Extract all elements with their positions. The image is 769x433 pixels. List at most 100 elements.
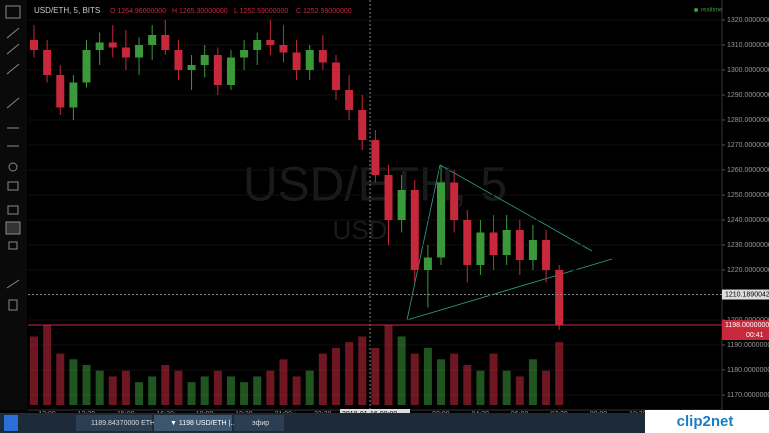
candle-body <box>423 257 432 270</box>
candle-body <box>135 45 144 58</box>
tool-zoom[interactable] <box>8 162 18 172</box>
volume-bar <box>305 370 314 405</box>
logo: clip2net <box>677 413 734 430</box>
candle-body <box>174 50 183 70</box>
realtime-dot <box>694 8 698 12</box>
tool-brush[interactable] <box>6 63 20 75</box>
tool-draw-mode[interactable] <box>5 221 21 235</box>
symbol-title: USD/ETH, 5, BITS <box>34 6 100 15</box>
plot: 1170.00000000 1180.00000000 1190.00000000 1… <box>28 17 769 418</box>
volume-bar <box>56 353 65 405</box>
ohlc-open: O 1264.96000000 <box>110 8 166 15</box>
tool-remove[interactable] <box>6 279 20 289</box>
volume-bar <box>437 359 446 405</box>
candle-body <box>528 240 537 260</box>
candle-body <box>318 50 327 63</box>
volume-bar <box>371 347 380 405</box>
toolbar-icons[interactable] <box>5 5 21 311</box>
y-tick-label: 1320.00000000 <box>727 17 769 24</box>
volume-bar <box>318 353 327 405</box>
candle-body <box>542 240 551 270</box>
candle-body <box>358 110 367 140</box>
last-price-box <box>722 320 769 340</box>
candle-body <box>476 232 485 265</box>
volume-bar <box>213 370 222 405</box>
y-tick-label: 1290.00000000 <box>727 92 769 99</box>
y-tick-label: 1190.00000000 <box>727 342 769 349</box>
tool-trash[interactable] <box>8 299 18 311</box>
taskbar-item-label: ▼ 1198 USD/ETH |... <box>170 420 236 427</box>
candle-body <box>502 230 511 255</box>
y-tick-label: 1250.00000000 <box>727 192 769 199</box>
candle-body <box>56 75 65 108</box>
tool-bars[interactable] <box>7 181 19 191</box>
candle-body <box>240 50 249 58</box>
candle-body <box>121 47 130 58</box>
volume-bar <box>30 336 38 405</box>
volume-bar <box>148 376 157 405</box>
y-tick-label: 1240.00000000 <box>727 217 769 224</box>
trend-line-upper <box>439 164 593 252</box>
taskbar-item[interactable] <box>76 415 152 431</box>
volume-bar <box>397 336 406 405</box>
volume-bar <box>476 370 485 405</box>
volume-bar <box>279 359 288 405</box>
candle-body <box>397 190 406 220</box>
candle-body <box>463 220 472 265</box>
y-tick-label: 1270.00000000 <box>727 142 769 149</box>
tool-fib[interactable] <box>6 43 20 55</box>
y-tick-label: 1220.00000000 <box>727 267 769 274</box>
candle-body <box>384 175 393 220</box>
volume-bar <box>555 342 564 405</box>
start-button[interactable] <box>4 415 18 431</box>
candle-body <box>82 50 91 83</box>
volume-bar <box>43 325 52 405</box>
volume-bar <box>253 376 262 405</box>
last-price-label: 1198.00000000 <box>725 322 769 329</box>
volume-bar <box>542 370 551 405</box>
candle-body <box>148 35 157 45</box>
volume-bar <box>292 376 301 405</box>
taskbar-item[interactable] <box>154 415 232 431</box>
tool-line[interactable] <box>6 27 20 39</box>
candle-body <box>450 182 459 220</box>
volume-bar <box>108 376 117 405</box>
volume-bar <box>358 336 367 405</box>
volume-bar <box>450 353 459 405</box>
tool-lock[interactable] <box>8 241 18 250</box>
volume-bar <box>161 365 170 405</box>
volume-bar <box>345 342 354 405</box>
volume-bar <box>331 347 340 405</box>
volume-bar <box>423 347 432 405</box>
candle-body <box>30 40 38 50</box>
ohlc-high: H 1265.30000000 <box>172 8 228 15</box>
crosshair-price-box <box>722 289 769 300</box>
tool-magnet[interactable] <box>7 205 19 215</box>
volume-bar <box>135 382 144 405</box>
tool-cursor[interactable] <box>5 5 21 19</box>
tool-pattern[interactable] <box>6 97 20 109</box>
candle-body <box>555 270 564 325</box>
volume-bar <box>384 325 393 405</box>
taskbar-item-label: 1189.84370000 ETH... <box>91 420 161 427</box>
volume-bar <box>410 353 419 405</box>
crosshair-price-label: 1210.18900421 <box>725 291 769 298</box>
volume-bar <box>121 370 130 405</box>
candle-body <box>371 140 380 175</box>
volume-bar <box>226 376 235 405</box>
watermark-sub: USD <box>333 215 388 245</box>
candle-body <box>161 35 170 50</box>
y-tick-label: 1300.00000000 <box>727 67 769 74</box>
candle-body <box>95 42 104 50</box>
volume-bar <box>240 382 249 405</box>
volume-bar <box>174 370 183 405</box>
candle-body <box>69 82 78 108</box>
volume-bar <box>489 353 498 405</box>
candle-body <box>253 40 262 50</box>
candle-body <box>108 42 117 48</box>
candle-body <box>226 57 235 85</box>
ohlc-low: L 1252.59000000 <box>234 8 288 15</box>
volume-bar <box>200 376 209 405</box>
taskbar-item[interactable] <box>234 415 284 431</box>
